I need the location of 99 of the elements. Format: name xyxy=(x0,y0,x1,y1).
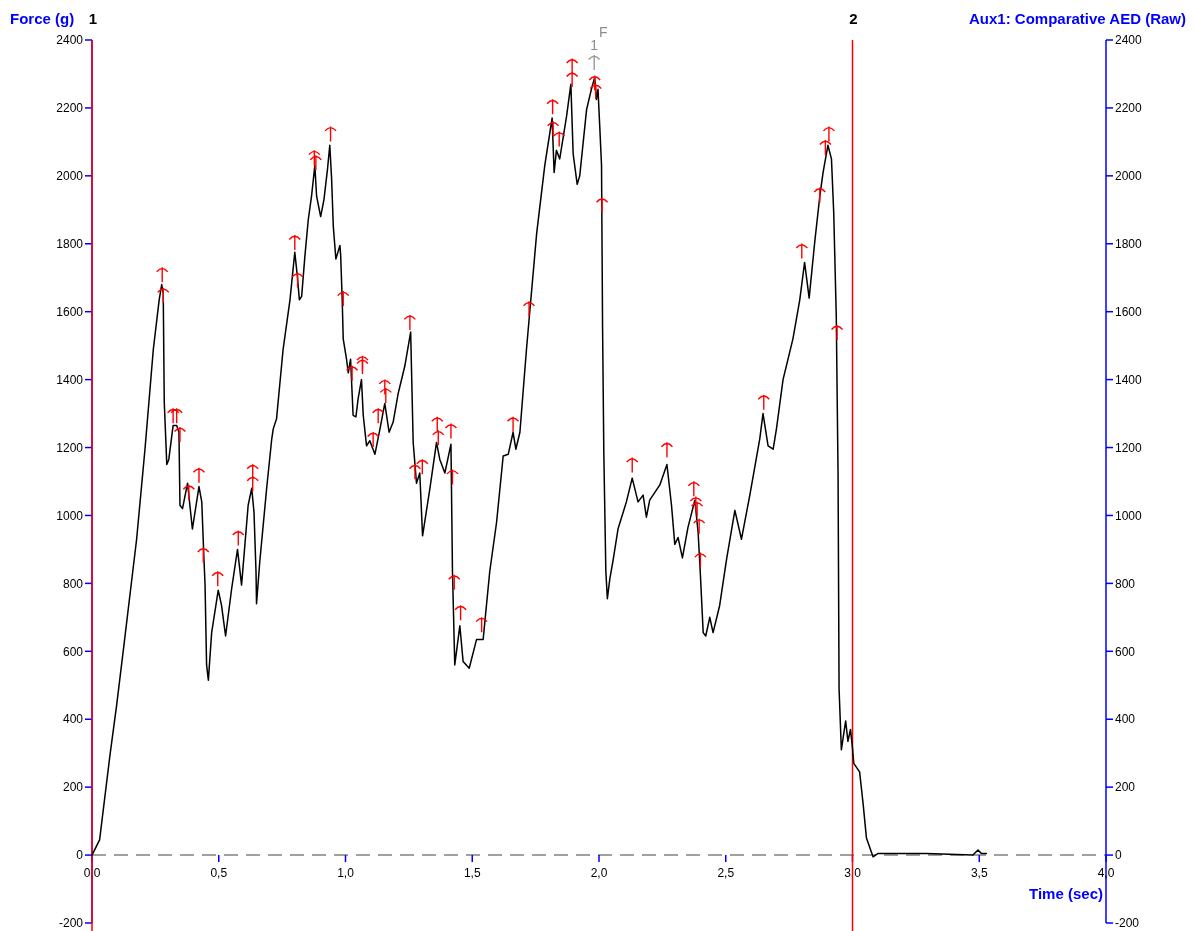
y-axis-title: Force (g) xyxy=(10,10,75,27)
y2-tick-label: 1000 xyxy=(1115,508,1143,523)
point xyxy=(192,467,206,484)
point xyxy=(173,426,187,443)
y2-axis-title: Aux1: Comparative AED (Raw) xyxy=(969,10,1186,27)
point xyxy=(565,71,579,88)
point xyxy=(553,130,566,148)
y2-tick-label: 600 xyxy=(1115,644,1136,659)
point xyxy=(308,149,321,166)
point xyxy=(589,83,602,100)
point xyxy=(546,120,560,137)
y2-tick-label: 400 xyxy=(1115,712,1136,727)
y2-tick-label: 200 xyxy=(1115,780,1136,795)
point xyxy=(506,416,520,433)
point xyxy=(170,407,183,424)
point xyxy=(324,125,337,143)
point xyxy=(626,456,639,474)
point xyxy=(288,234,301,251)
x-tick-label: 2,0 xyxy=(590,866,608,881)
y-tick-label: 1600 xyxy=(56,304,84,319)
point xyxy=(454,604,467,621)
point xyxy=(232,529,245,547)
y-tick-label: 2400 xyxy=(56,33,84,48)
point xyxy=(431,416,444,433)
point xyxy=(522,300,536,317)
point xyxy=(830,324,844,341)
y2-tick-label: 2200 xyxy=(1115,101,1143,116)
point xyxy=(291,271,304,289)
point xyxy=(692,517,706,535)
point xyxy=(356,358,369,375)
point xyxy=(182,483,196,501)
point xyxy=(660,441,674,458)
y-tick-label: 0 xyxy=(76,848,84,863)
point xyxy=(475,616,488,633)
point xyxy=(690,500,704,518)
x-tick-label: 1,0 xyxy=(337,866,355,881)
y-tick-label: 2200 xyxy=(56,101,84,116)
y-tick-label: 1800 xyxy=(56,236,84,251)
point xyxy=(795,242,808,260)
annotation: F xyxy=(598,24,608,41)
y2-tick-label: 1600 xyxy=(1115,304,1143,319)
point xyxy=(378,378,391,396)
x-tick-label: 3,5 xyxy=(970,866,988,881)
x-tick-label: 2,5 xyxy=(717,866,735,881)
line-series xyxy=(91,76,988,858)
point xyxy=(403,314,417,331)
y-tick-label: 200 xyxy=(62,780,84,795)
y-tick-label: 800 xyxy=(62,576,84,591)
point xyxy=(694,551,707,569)
point xyxy=(366,431,380,448)
point xyxy=(822,125,836,143)
point xyxy=(446,468,459,486)
point xyxy=(444,422,458,440)
point xyxy=(345,365,359,382)
y-tick-label: 1400 xyxy=(56,372,84,387)
y2-tick-label: 1400 xyxy=(1115,372,1143,387)
annotation: 2 xyxy=(849,10,858,27)
x-tick-label: 1,5 xyxy=(463,866,481,881)
y2-tick-label: 1200 xyxy=(1115,440,1143,455)
y2-tick-label: 2400 xyxy=(1115,33,1143,48)
point xyxy=(448,573,461,591)
y2-tick-label: 0 xyxy=(1115,848,1122,863)
y-tick-label: -200 xyxy=(58,916,84,931)
point xyxy=(372,407,385,424)
point xyxy=(595,197,609,214)
y-tick-label: 400 xyxy=(62,712,84,727)
point xyxy=(819,139,832,156)
point xyxy=(408,463,422,481)
point xyxy=(416,458,429,475)
point xyxy=(689,495,703,513)
y-tick-label: 1200 xyxy=(56,440,84,455)
point xyxy=(197,546,210,564)
y2-tick-label: 2000 xyxy=(1115,169,1143,184)
y-tick-label: 600 xyxy=(62,644,84,659)
point xyxy=(813,186,826,204)
point xyxy=(546,98,559,115)
point xyxy=(432,429,445,447)
point xyxy=(587,54,601,71)
y2-tick-label: -200 xyxy=(1115,916,1140,931)
point xyxy=(757,393,770,411)
point xyxy=(588,74,601,92)
point xyxy=(565,57,579,75)
point xyxy=(157,287,170,304)
annotation: 1 xyxy=(88,10,98,27)
y2-tick-label: 1800 xyxy=(1115,236,1143,251)
point xyxy=(337,290,350,307)
y-tick-label: 2000 xyxy=(56,169,84,184)
annotation: 1 xyxy=(590,37,599,54)
point xyxy=(687,480,701,497)
x-axis-title: Time (sec) xyxy=(1029,885,1103,903)
y-tick-label: 1000 xyxy=(56,508,84,523)
point xyxy=(379,387,393,404)
x-tick-label: 0,5 xyxy=(210,866,228,881)
point xyxy=(156,266,169,284)
y2-tick-label: 800 xyxy=(1115,576,1136,591)
point xyxy=(309,154,323,171)
point xyxy=(211,570,224,587)
point xyxy=(246,475,259,492)
point xyxy=(166,407,180,424)
